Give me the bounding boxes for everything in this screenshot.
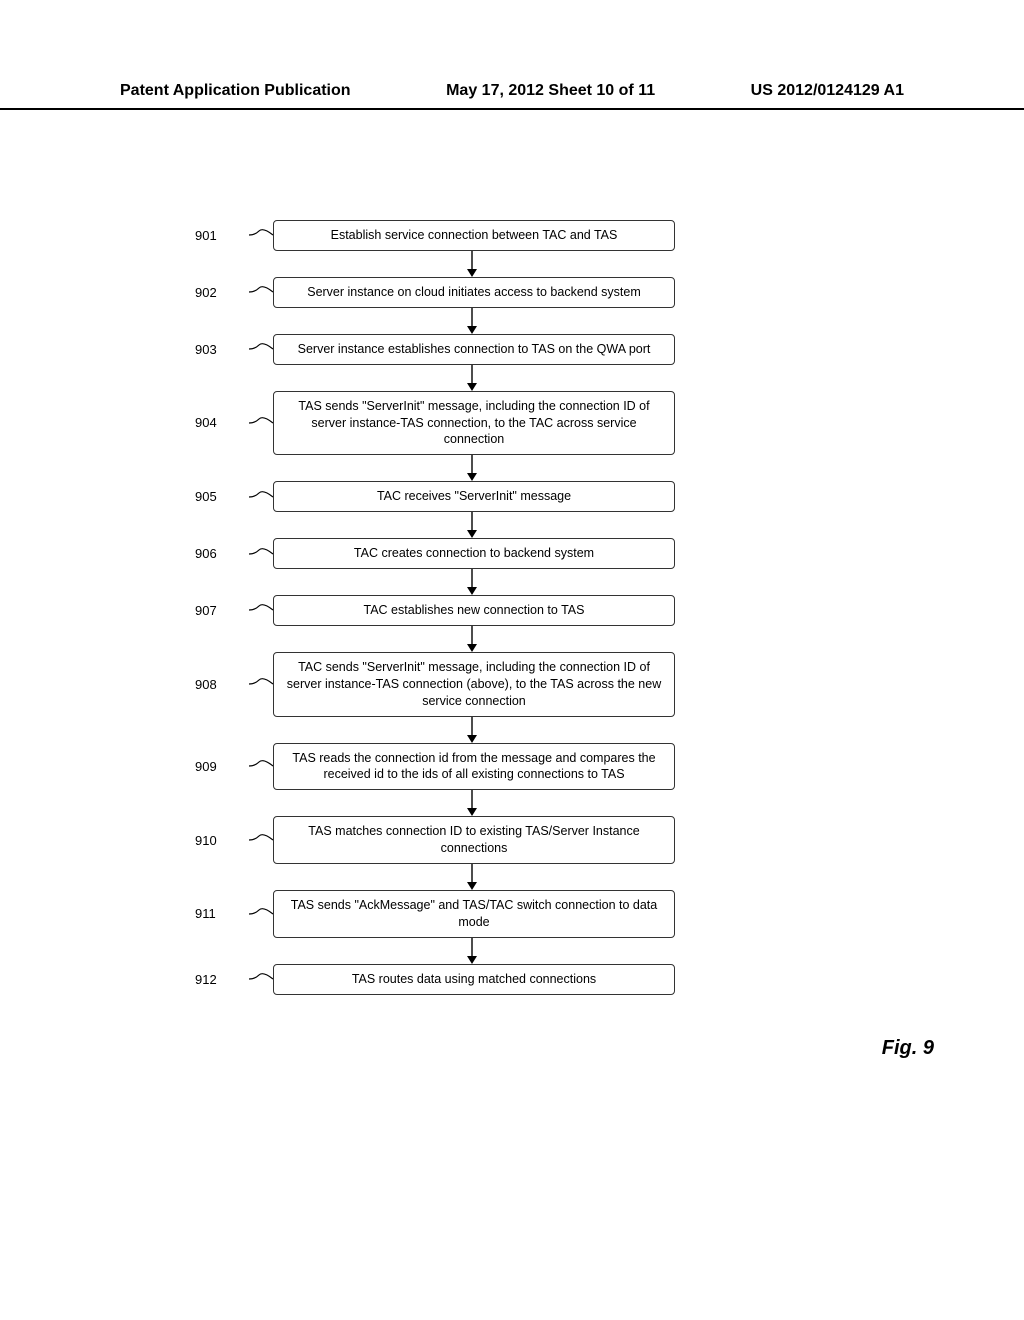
flowchart-step: 908 TAC sends "ServerInit" message, incl…	[195, 652, 675, 717]
arrow-down-icon	[269, 864, 675, 890]
flowchart-step: 912 TAS routes data using matched connec…	[195, 964, 675, 995]
flowchart-step: 909 TAS reads the connection id from the…	[195, 743, 675, 791]
step-connector-icon	[249, 284, 273, 300]
flowchart-step: 911 TAS sends "AckMessage" and TAS/TAC s…	[195, 890, 675, 938]
step-box: TAC establishes new connection to TAS	[273, 595, 675, 626]
flowchart-step: 902 Server instance on cloud initiates a…	[195, 277, 675, 308]
arrow-down-icon	[269, 308, 675, 334]
step-id-label: 909	[195, 759, 249, 774]
step-box: TAS matches connection ID to existing TA…	[273, 816, 675, 864]
step-connector-icon	[249, 341, 273, 357]
step-box: Server instance on cloud initiates acces…	[273, 277, 675, 308]
step-connector-icon	[249, 832, 273, 848]
page-header: Patent Application Publication May 17, 2…	[0, 82, 1024, 110]
step-connector-icon	[249, 676, 273, 692]
step-box: TAS reads the connection id from the mes…	[273, 743, 675, 791]
step-box: TAS sends "AckMessage" and TAS/TAC switc…	[273, 890, 675, 938]
flowchart-step: 901 Establish service connection between…	[195, 220, 675, 251]
arrow-down-icon	[269, 717, 675, 743]
step-box: TAC sends "ServerInit" message, includin…	[273, 652, 675, 717]
step-connector-icon	[249, 971, 273, 987]
flowchart-step: 904 TAS sends "ServerInit" message, incl…	[195, 391, 675, 456]
step-connector-icon	[249, 906, 273, 922]
step-box: TAC receives "ServerInit" message	[273, 481, 675, 512]
arrow-down-icon	[269, 365, 675, 391]
step-id-label: 910	[195, 833, 249, 848]
flowchart: 901 Establish service connection between…	[195, 220, 675, 995]
header-center: May 17, 2012 Sheet 10 of 11	[446, 82, 655, 100]
step-connector-icon	[249, 227, 273, 243]
arrow-down-icon	[269, 938, 675, 964]
flowchart-step: 910 TAS matches connection ID to existin…	[195, 816, 675, 864]
step-connector-icon	[249, 415, 273, 431]
arrow-down-icon	[269, 455, 675, 481]
arrow-down-icon	[269, 790, 675, 816]
step-box: Server instance establishes connection t…	[273, 334, 675, 365]
flowchart-step: 903 Server instance establishes connecti…	[195, 334, 675, 365]
step-id-label: 906	[195, 546, 249, 561]
step-id-label: 902	[195, 285, 249, 300]
step-box: TAC creates connection to backend system	[273, 538, 675, 569]
flowchart-step: 906 TAC creates connection to backend sy…	[195, 538, 675, 569]
step-id-label: 901	[195, 228, 249, 243]
header-left: Patent Application Publication	[120, 82, 351, 100]
step-box: TAS sends "ServerInit" message, includin…	[273, 391, 675, 456]
step-id-label: 904	[195, 415, 249, 430]
step-connector-icon	[249, 546, 273, 562]
figure-label: Fig. 9	[882, 1037, 934, 1060]
step-id-label: 908	[195, 677, 249, 692]
step-connector-icon	[249, 489, 273, 505]
step-id-label: 911	[195, 906, 249, 921]
step-id-label: 905	[195, 489, 249, 504]
step-id-label: 912	[195, 972, 249, 987]
flowchart-step: 907 TAC establishes new connection to TA…	[195, 595, 675, 626]
arrow-down-icon	[269, 569, 675, 595]
flowchart-step: 905 TAC receives "ServerInit" message	[195, 481, 675, 512]
step-id-label: 907	[195, 603, 249, 618]
step-connector-icon	[249, 602, 273, 618]
arrow-down-icon	[269, 626, 675, 652]
header-right: US 2012/0124129 A1	[751, 82, 904, 100]
step-box: TAS routes data using matched connection…	[273, 964, 675, 995]
step-connector-icon	[249, 758, 273, 774]
arrow-down-icon	[269, 512, 675, 538]
step-box: Establish service connection between TAC…	[273, 220, 675, 251]
step-id-label: 903	[195, 342, 249, 357]
arrow-down-icon	[269, 251, 675, 277]
